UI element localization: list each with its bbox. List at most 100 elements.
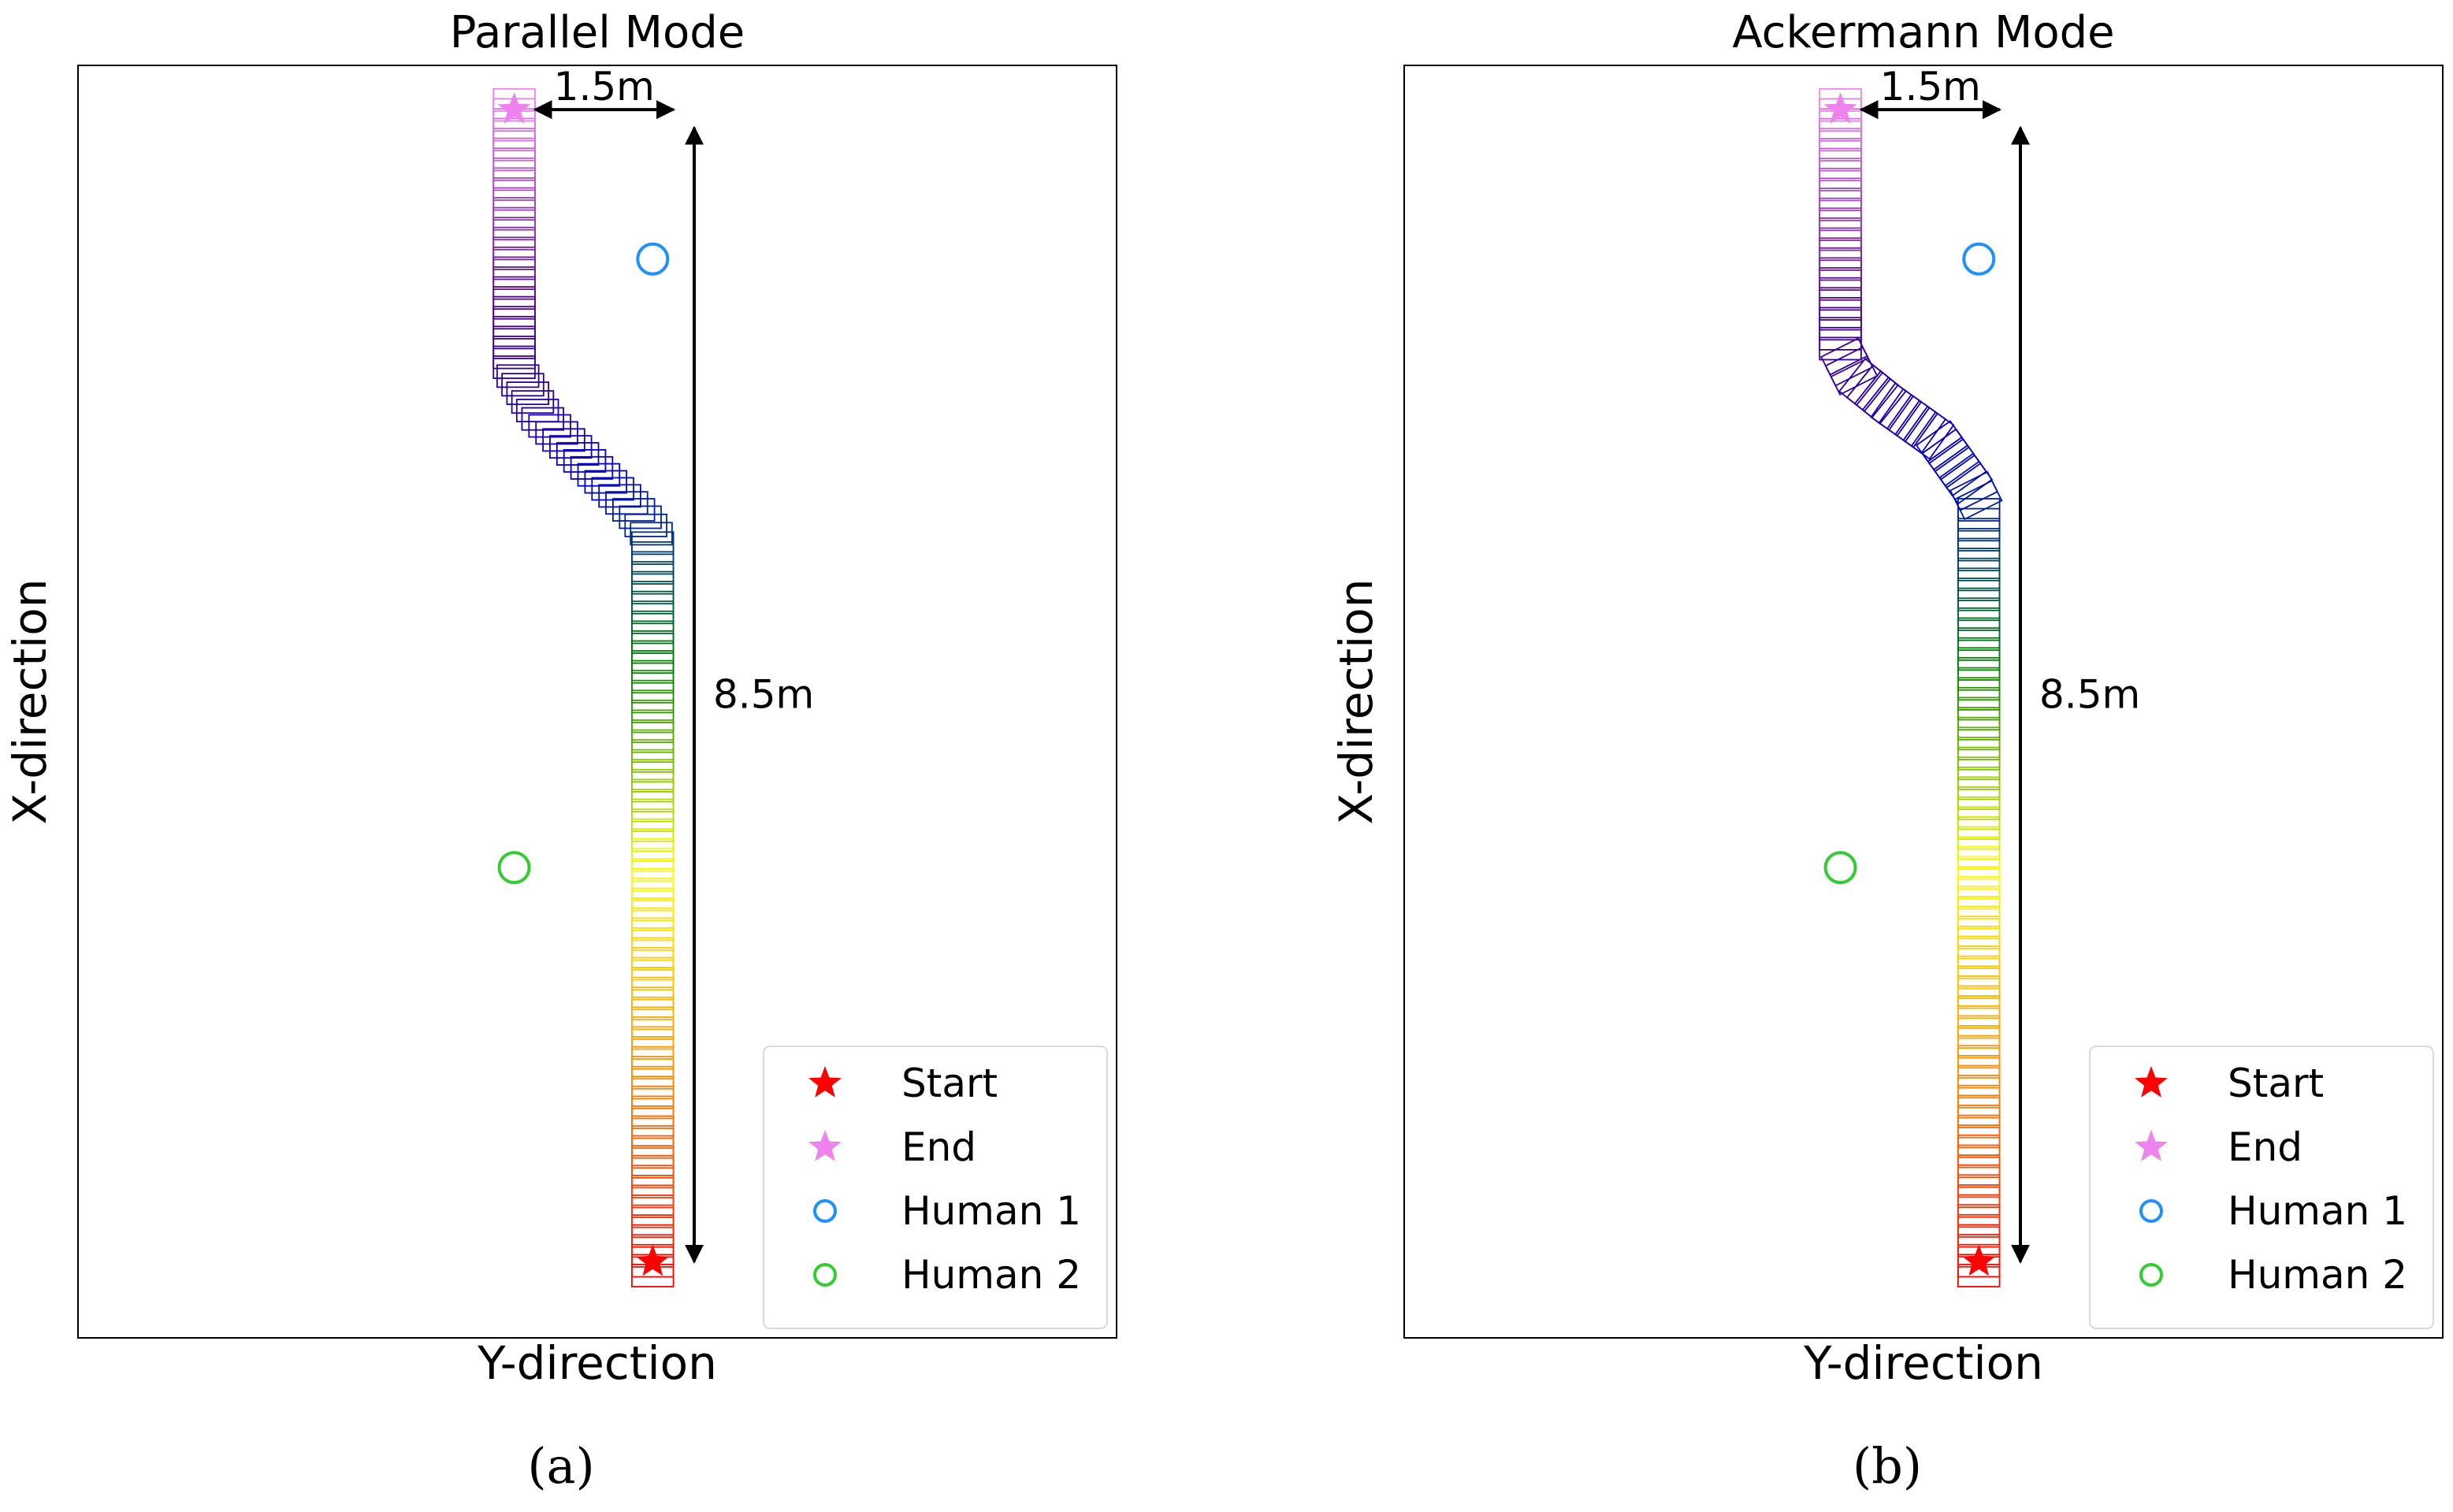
trajectory-box <box>1957 1075 2001 1099</box>
trajectory-box <box>1819 237 1862 262</box>
trajectory-box <box>492 197 536 221</box>
trajectory-box <box>591 477 634 501</box>
trajectory-box <box>1819 267 1862 292</box>
trajectory-box <box>631 700 675 723</box>
trajectory-box <box>1957 647 2001 671</box>
trajectory-box <box>631 670 675 694</box>
trajectory-box <box>1957 1194 2001 1218</box>
trajectory-box <box>1957 905 2001 930</box>
trajectory-box <box>1957 607 2001 631</box>
trajectory-box <box>1819 337 1870 378</box>
trajectory-box <box>631 778 675 803</box>
legend-entry-label: Start <box>901 1061 998 1106</box>
trajectory-box <box>1819 167 1862 191</box>
trajectory-box <box>1819 257 1862 281</box>
trajectory-box <box>492 226 536 251</box>
trajectory-box <box>1957 1174 2001 1198</box>
trajectory-box <box>631 1175 675 1198</box>
legend-entry-label: Human 2 <box>2228 1252 2407 1298</box>
trajectory-box <box>631 798 675 823</box>
human-2-circle-marker <box>497 851 531 885</box>
trajectory-box <box>1819 317 1862 341</box>
legend-entry-label: Human 1 <box>2228 1188 2407 1234</box>
trajectory-box <box>1957 1154 2001 1179</box>
trajectory-box <box>631 640 675 664</box>
trajectory-box <box>1957 578 2001 602</box>
legend-end-star-icon <box>808 1130 842 1161</box>
trajectory-box <box>511 390 555 414</box>
legend-human-circle-icon <box>2139 1263 2163 1287</box>
trajectory-box <box>631 887 675 912</box>
legend-start-star-icon <box>2135 1066 2168 1098</box>
trajectory-box <box>631 1095 675 1120</box>
trajectory-box <box>631 1016 675 1040</box>
trajectory-box <box>631 739 675 763</box>
trajectory-box <box>1957 985 2001 1009</box>
trajectory-box <box>631 1026 675 1050</box>
trajectory-box <box>1957 826 2001 850</box>
trajectory-box <box>1957 965 2001 990</box>
trajectory-box <box>631 1184 675 1209</box>
trajectory-box <box>631 719 675 744</box>
trajectory-box <box>631 610 675 634</box>
human-2-circle-marker <box>1823 851 1857 885</box>
trajectory-box <box>501 373 544 397</box>
trajectory-box <box>1819 217 1862 241</box>
trajectory-box <box>1957 528 2001 552</box>
trajectory-box <box>1819 277 1862 301</box>
trajectory-box <box>631 1135 675 1159</box>
chart-panel-b: Ackermann Mode 1.5m 8.5m Y-direction X-direc… <box>1329 7 2444 1495</box>
trajectory-box <box>631 907 675 931</box>
trajectory-box <box>1957 786 2001 811</box>
trajectory-box <box>631 1046 675 1070</box>
human-1-circle-marker <box>636 242 670 276</box>
trajectory-box <box>1957 955 2001 979</box>
trajectory-box <box>1957 806 2001 830</box>
trajectory-box <box>492 295 536 320</box>
chart-title: Parallel Mode <box>450 7 745 58</box>
dimension-label: 8.5m <box>2039 672 2140 718</box>
legend-human-circle-icon <box>813 1199 837 1223</box>
trajectory-box <box>631 957 675 981</box>
trajectory-box <box>631 600 675 625</box>
trajectory-box <box>1957 1213 2001 1238</box>
trajectory-box <box>492 157 536 181</box>
trajectory-box <box>492 117 536 142</box>
start-star-marker <box>636 1244 670 1276</box>
trajectory-box <box>492 137 536 162</box>
trajectory-box <box>631 917 675 942</box>
trajectory-box <box>492 276 536 300</box>
trajectory-box <box>1957 856 2001 880</box>
trajectory-box <box>631 1224 675 1248</box>
trajectory-box <box>1957 866 2001 890</box>
trajectory-box <box>631 858 675 882</box>
trajectory-box <box>1838 358 1884 407</box>
chart-panel-a: Parallel Mode 1.5m 8.5m Y-direction X-direct… <box>3 7 1117 1495</box>
trajectory-box <box>631 808 675 833</box>
trajectory-box <box>1957 1164 2001 1188</box>
trajectory-box <box>631 749 675 773</box>
trajectory-box <box>631 878 675 902</box>
trajectory-box <box>492 147 536 172</box>
trajectory-box <box>631 1036 675 1061</box>
trajectory-box <box>1957 836 2001 860</box>
trajectory-box <box>1819 287 1862 311</box>
trajectory-box <box>631 1105 675 1129</box>
trajectory-box <box>631 967 675 991</box>
trajectory-box <box>492 217 536 241</box>
end-star-marker <box>497 92 531 124</box>
x-axis-label: Y-direction <box>477 1336 717 1390</box>
trajectory-box <box>631 897 675 922</box>
trajectory-box <box>492 187 536 211</box>
trajectory-box <box>631 1006 675 1031</box>
trajectory-box <box>570 455 614 480</box>
trajectory-box <box>1957 637 2001 661</box>
trajectory-box <box>631 590 675 615</box>
trajectory-box <box>492 325 536 350</box>
legend-human-circle-icon <box>813 1263 837 1287</box>
legend-frame <box>2089 1046 2434 1329</box>
trajectory-box <box>1819 247 1862 271</box>
trajectory-box <box>631 1115 675 1139</box>
trajectory-box <box>1957 1204 2001 1228</box>
